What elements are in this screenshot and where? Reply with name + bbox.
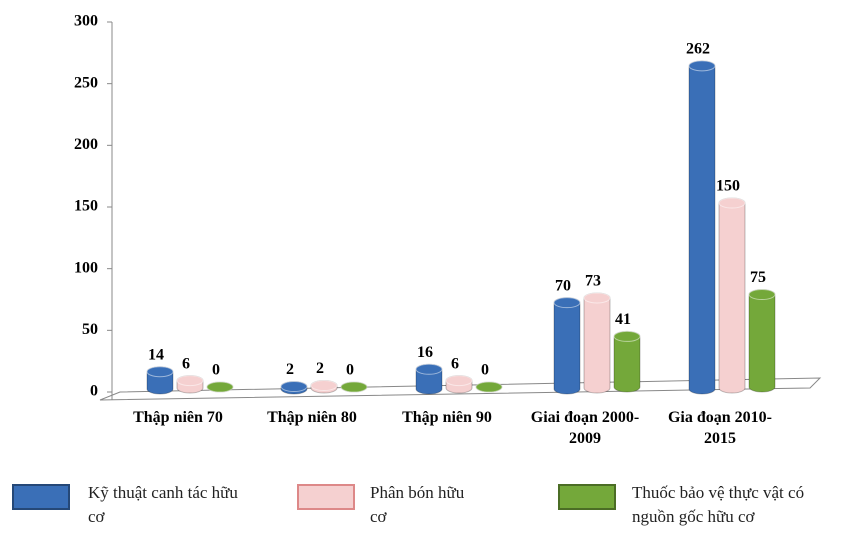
- y-tick-label: 200: [74, 136, 98, 153]
- data-label: 0: [481, 362, 489, 379]
- data-label: 0: [212, 362, 220, 379]
- x-tick-label: Thập niên 90: [402, 409, 492, 426]
- legend-label: Phân bón hữu cơ: [370, 483, 465, 526]
- legend-swatch: [558, 484, 616, 510]
- data-label: 70: [555, 277, 571, 294]
- y-tick-label: 250: [74, 74, 98, 91]
- bar-top: [553, 297, 581, 309]
- bar-top: [146, 366, 174, 378]
- data-label: 150: [716, 178, 740, 195]
- legend-swatch: [297, 484, 355, 510]
- x-tick-label: Giai đoạn 2000-2009: [530, 409, 640, 447]
- bar-top: [583, 292, 611, 304]
- bar-top: [340, 381, 368, 393]
- bar-top: [613, 330, 641, 342]
- x-tick-label: Thập niên 70: [133, 409, 223, 426]
- bar: [553, 297, 581, 395]
- bar-top: [280, 381, 308, 393]
- bar-top: [310, 380, 338, 392]
- legend-label: Thuốc bảo vệ thực vật có nguồn gốc hữu c…: [632, 483, 805, 526]
- data-label: 6: [182, 355, 190, 372]
- data-label: 41: [615, 311, 631, 328]
- bar-top: [176, 375, 204, 387]
- bar: [748, 289, 776, 393]
- data-label: 73: [585, 273, 601, 290]
- y-tick-label: 100: [74, 259, 98, 276]
- y-tick-label: 0: [90, 383, 98, 400]
- data-label: 75: [750, 269, 766, 286]
- data-label: 2: [286, 361, 294, 378]
- data-label: 14: [148, 346, 164, 363]
- x-tick-label: Thập niên 80: [267, 409, 357, 426]
- bar: [688, 60, 716, 395]
- bar: [718, 197, 746, 394]
- bar-top: [475, 381, 503, 393]
- bar-top: [415, 363, 443, 375]
- y-tick-label: 50: [82, 321, 98, 338]
- x-tick-label: Gia đoạn 2010-2015: [667, 409, 772, 447]
- bar-top: [206, 381, 234, 393]
- bar-top: [748, 289, 776, 300]
- data-label: 16: [417, 344, 433, 361]
- data-label: 2: [316, 360, 324, 377]
- data-label: 262: [686, 41, 710, 58]
- legend-label: Kỹ thuật canh tác hữu cơ: [88, 483, 238, 526]
- y-tick-label: 300: [74, 13, 98, 30]
- data-label: 6: [451, 355, 459, 372]
- y-tick-label: 150: [74, 198, 98, 215]
- bar-top: [688, 60, 716, 72]
- legend-swatch: [12, 484, 70, 510]
- bar-top: [445, 375, 473, 387]
- data-label: 0: [346, 362, 354, 379]
- bar-top: [718, 197, 746, 209]
- bar: [583, 292, 611, 394]
